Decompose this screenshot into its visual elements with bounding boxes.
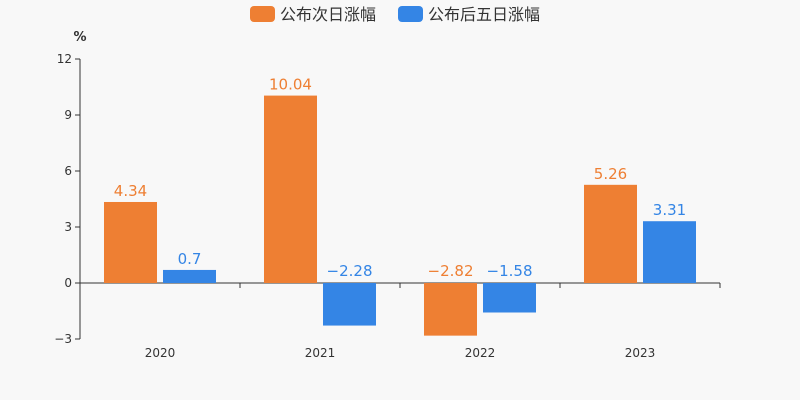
x-tick-label: 2021 bbox=[305, 346, 336, 360]
legend-swatch-series-2 bbox=[398, 6, 423, 22]
bar-2020-series-1 bbox=[104, 201, 157, 283]
data-label: 0.7 bbox=[178, 250, 202, 268]
data-label: −1.58 bbox=[487, 262, 533, 280]
y-tick-label: 3 bbox=[64, 220, 72, 234]
y-tick-label: −3 bbox=[54, 332, 72, 346]
bar-2022-series-2 bbox=[483, 283, 536, 313]
data-label: 5.26 bbox=[594, 165, 627, 183]
y-tick-label: 0 bbox=[64, 276, 72, 290]
data-label: −2.28 bbox=[327, 262, 373, 280]
data-label: 4.34 bbox=[114, 182, 147, 200]
bar-2023-series-2 bbox=[643, 221, 696, 283]
bar-2020-series-2 bbox=[163, 269, 216, 283]
data-label: −2.82 bbox=[428, 262, 474, 280]
legend-label-series-2[interactable]: 公布后五日涨幅 bbox=[428, 5, 540, 24]
x-tick-label: 2020 bbox=[145, 346, 176, 360]
data-label: 10.04 bbox=[269, 76, 312, 94]
y-tick-label: 9 bbox=[64, 108, 72, 122]
bar-2021-series-1 bbox=[264, 95, 317, 283]
bar-2023-series-1 bbox=[584, 184, 637, 283]
x-tick-label: 2022 bbox=[465, 346, 496, 360]
legend-label-series-1[interactable]: 公布次日涨幅 bbox=[280, 5, 376, 24]
x-tick-label: 2023 bbox=[625, 346, 656, 360]
bar-2021-series-2 bbox=[323, 283, 376, 326]
data-label: 3.31 bbox=[653, 201, 686, 219]
y-unit-label: % bbox=[73, 30, 86, 45]
y-tick-label: 12 bbox=[57, 52, 72, 66]
legend-swatch-series-1 bbox=[250, 6, 275, 22]
y-tick-label: 6 bbox=[64, 164, 72, 178]
bar-2022-series-1 bbox=[424, 283, 477, 336]
